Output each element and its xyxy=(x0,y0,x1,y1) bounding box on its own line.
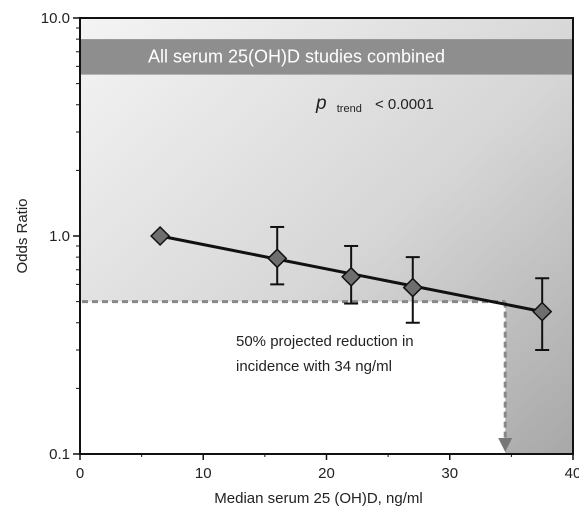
series-odds-ratio xyxy=(150,225,553,351)
y-axis: 0.1 1.0 10.0 xyxy=(41,10,80,463)
y-tick-label: 0.1 xyxy=(49,446,70,463)
p-symbol: p xyxy=(315,93,327,114)
y-axis-title: Odds Ratio xyxy=(14,198,31,273)
x-tick-label: 40 xyxy=(565,465,579,482)
data-point-marker xyxy=(532,301,553,322)
p-value: < 0.0001 xyxy=(375,96,434,113)
banner xyxy=(81,39,572,75)
x-tick-label: 0 xyxy=(76,465,84,482)
x-axis-title: Median serum 25 (OH)D, ng/ml xyxy=(214,490,422,507)
x-tick-label: 10 xyxy=(195,465,212,482)
projection-annotation-line2: incidence with 34 ng/ml xyxy=(236,358,392,375)
data-point-marker xyxy=(341,266,362,287)
y-tick-label: 10.0 xyxy=(41,10,70,27)
x-tick-label: 30 xyxy=(441,465,458,482)
data-point-marker xyxy=(150,225,171,247)
projection-region xyxy=(81,301,506,453)
x-tick-label: 20 xyxy=(318,465,335,482)
x-axis: 0 10 20 30 40 xyxy=(76,454,579,482)
projection-arrow-head xyxy=(498,438,513,452)
data-point-marker xyxy=(402,277,423,298)
p-trend-annotation: p trend < 0.0001 xyxy=(315,93,434,116)
y-tick-label: 1.0 xyxy=(49,228,70,245)
banner-label: All serum 25(OH)D studies combined xyxy=(148,47,445,67)
p-subscript: trend xyxy=(337,103,362,115)
projection-annotation-line1: 50% projected reduction in xyxy=(236,333,414,350)
data-point-marker xyxy=(267,248,288,269)
